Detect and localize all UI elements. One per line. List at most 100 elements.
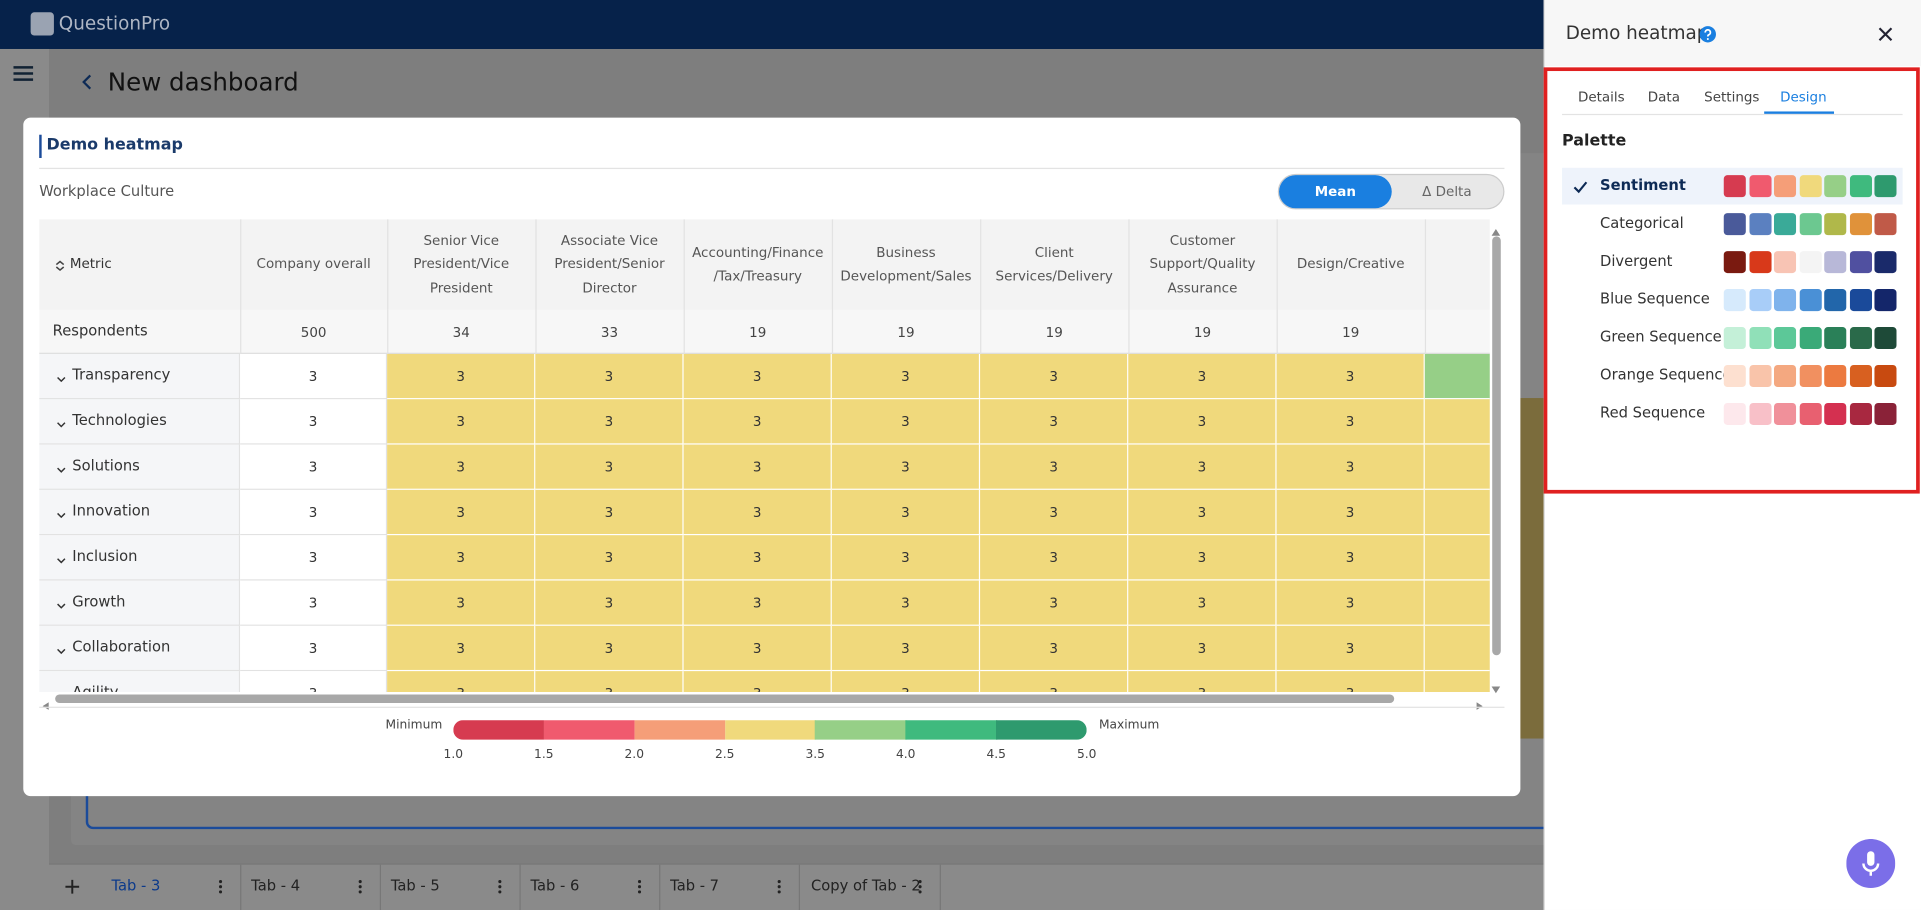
column-header: Business Development/Sales	[840, 244, 972, 285]
palette-swatch	[1799, 175, 1822, 198]
panel-tab[interactable]: Details	[1577, 89, 1625, 106]
scroll-down[interactable]	[1490, 677, 1502, 694]
mic-button[interactable]	[1846, 838, 1896, 888]
tab-menu[interactable]	[911, 877, 928, 897]
toggle-option[interactable]: Mean	[1279, 175, 1392, 209]
palette-swatch	[1799, 364, 1822, 388]
tab-divider	[519, 864, 521, 910]
menu-icon[interactable]	[11, 61, 36, 85]
expand-icon[interactable]	[54, 550, 69, 565]
heat-cell: 3	[240, 399, 388, 445]
respondents-label: Respondents	[52, 322, 148, 340]
add-tab[interactable]	[62, 877, 82, 897]
scroll-up[interactable]	[1490, 220, 1502, 236]
bottom-tab[interactable]: Copy of Tab - 2	[811, 876, 921, 895]
respondents-row	[39, 309, 1490, 354]
v-scroll-thumb[interactable]	[1492, 236, 1501, 656]
close-icon[interactable]	[1877, 24, 1894, 42]
respondent-count: 19	[749, 323, 767, 340]
expand-icon-glyph	[57, 558, 66, 564]
palette-swatch	[1849, 213, 1872, 236]
heat-cell: 3	[831, 489, 981, 536]
column-header: Me	[1432, 219, 1490, 310]
tab-menu[interactable]	[771, 877, 788, 897]
palette-swatch	[1799, 402, 1822, 425]
palette-swatch	[1824, 402, 1847, 425]
bottom-tab[interactable]: Tab - 3	[111, 876, 161, 895]
heat-cell: 3	[387, 353, 536, 400]
bottom-tab[interactable]: Tab - 6	[530, 876, 580, 895]
help-icon[interactable]	[1699, 24, 1716, 43]
row-label-cell	[39, 625, 241, 672]
sort-icon-glyph	[55, 260, 65, 272]
palette-swatch	[1723, 364, 1746, 388]
subtitle: Workplace Culture	[39, 182, 175, 200]
heat-cell: 3	[387, 489, 536, 536]
palette-swatch	[1824, 327, 1847, 350]
bottom-tab[interactable]: Tab - 7	[670, 876, 720, 895]
tab-menu[interactable]	[352, 877, 369, 897]
palette-swatch	[1748, 213, 1771, 236]
respondent-count: 33	[600, 323, 619, 340]
toggle-option[interactable]: Δ Delta	[1422, 183, 1472, 200]
scroll-right[interactable]	[1474, 693, 1485, 710]
heat-cell: 3	[240, 580, 388, 626]
h-scroll-thumb[interactable]	[55, 694, 1395, 704]
heat-cell: 3	[387, 671, 536, 692]
tab-menu[interactable]	[212, 877, 229, 897]
modal-title: Demo heatmap	[46, 135, 183, 155]
palette-swatch	[1849, 251, 1872, 274]
palette-swatch	[1773, 364, 1797, 388]
legend-segment	[634, 720, 726, 740]
column-header: Customer Support/Quality Assurance	[1149, 232, 1256, 297]
row-label: Solutions	[72, 456, 140, 474]
expand-icon[interactable]	[54, 595, 69, 610]
expand-icon-glyph	[57, 422, 66, 428]
tab-menu[interactable]	[631, 877, 648, 897]
scroll-left[interactable]	[40, 693, 51, 710]
palette-swatch	[1748, 402, 1771, 425]
heat-cell: 3	[831, 444, 981, 490]
legend-tick: 2.5	[714, 748, 735, 762]
expand-icon[interactable]	[54, 459, 69, 474]
respondent-count	[1425, 310, 1490, 354]
legend-segment	[996, 720, 1087, 740]
sort-icon[interactable]	[54, 256, 66, 273]
scroll-up-glyph	[1491, 229, 1501, 236]
menu-icon-glyph	[13, 66, 34, 81]
expand-icon[interactable]	[54, 505, 69, 520]
column-divider	[240, 219, 242, 354]
tab-menu-glyph	[358, 880, 362, 894]
legend-segment	[724, 720, 816, 740]
bottom-tab[interactable]: Tab - 4	[251, 876, 301, 895]
row-label-cell	[39, 444, 241, 490]
heat-cell: 3	[1276, 580, 1425, 626]
palette-swatch	[1723, 213, 1746, 236]
header-row	[39, 219, 1490, 310]
tab-menu[interactable]	[491, 877, 508, 897]
palette-swatch	[1723, 251, 1746, 274]
heat-cell	[1424, 489, 1490, 536]
scroll-down-glyph	[1491, 686, 1501, 694]
heat-cell: 3	[980, 444, 1129, 490]
panel-tab[interactable]: Design	[1780, 89, 1827, 106]
close-icon-glyph	[1878, 27, 1893, 42]
tab-menu-glyph	[498, 880, 502, 894]
tab-menu-glyph	[918, 880, 922, 894]
side-panel: Demo heatmap Details Data Settings Design Pal…	[1543, 0, 1921, 910]
expand-icon[interactable]	[54, 686, 69, 692]
panel-tab[interactable]: Data	[1647, 89, 1680, 106]
brand: QuestionPro	[58, 12, 171, 35]
palette-swatch	[1824, 251, 1847, 274]
scroll-left-glyph	[42, 702, 49, 710]
respondent-count: 500	[300, 323, 327, 340]
expand-icon[interactable]	[54, 369, 69, 384]
panel-tab[interactable]: Settings	[1704, 89, 1760, 106]
check-icon	[1572, 178, 1589, 195]
expand-icon-glyph	[57, 376, 66, 383]
expand-icon[interactable]	[54, 414, 69, 429]
back-icon[interactable]	[76, 71, 98, 93]
palette-swatch	[1748, 251, 1771, 274]
expand-icon[interactable]	[54, 641, 69, 656]
bottom-tab[interactable]: Tab - 5	[390, 876, 440, 895]
